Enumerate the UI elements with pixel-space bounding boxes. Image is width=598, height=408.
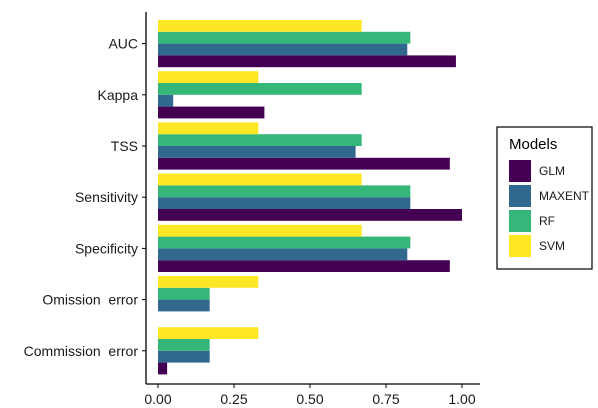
bar-rf-5 xyxy=(158,287,210,300)
bar-maxent-0 xyxy=(158,43,408,56)
legend-key-rf xyxy=(509,210,531,232)
bar-rf-1 xyxy=(158,83,362,95)
bar-svm-1 xyxy=(158,71,259,83)
bar-rf-0 xyxy=(158,31,411,44)
category-labels: AUC Kappa TSS Sensitivity Specificity Omissio… xyxy=(24,36,146,359)
bar-maxent-1 xyxy=(158,94,174,107)
bar-svm-0 xyxy=(158,20,362,32)
bar-maxent-2 xyxy=(158,146,356,158)
legend: Models GLM MAXENT RF SVM xyxy=(496,126,593,270)
x-tick-label: 0.50 xyxy=(296,391,323,407)
bar-maxent-4 xyxy=(158,248,408,261)
bar-svm-5 xyxy=(158,276,259,288)
bar-svm-4 xyxy=(158,224,362,237)
legend-label: MAXENT xyxy=(539,189,590,203)
category-label: AUC xyxy=(108,36,138,52)
legend-key-maxent xyxy=(509,185,531,207)
bar-glm-4 xyxy=(158,260,450,272)
legend-title: Models xyxy=(509,136,557,153)
x-axis-ticks: 0.00 0.25 0.50 0.75 1.00 xyxy=(144,384,476,407)
bar-rf-2 xyxy=(158,134,362,146)
category-label: Kappa xyxy=(98,87,139,103)
bar-glm-1 xyxy=(158,106,265,119)
legend-label: GLM xyxy=(539,164,565,178)
legend-key-glm xyxy=(509,160,531,182)
bar-rf-3 xyxy=(158,185,411,198)
legend-label: RF xyxy=(539,214,555,228)
x-tick-label: 0.25 xyxy=(220,391,247,407)
legend-key-svm xyxy=(509,235,531,257)
x-tick-label: 0.00 xyxy=(144,391,171,407)
bar-glm-6 xyxy=(158,362,168,375)
bar-glm-0 xyxy=(158,55,456,68)
x-tick-label: 0.75 xyxy=(372,391,399,407)
bars-group xyxy=(158,20,462,375)
legend-label: SVM xyxy=(539,239,565,253)
bar-svm-2 xyxy=(158,122,259,135)
bar-rf-4 xyxy=(158,236,411,249)
category-label: Specificity xyxy=(75,240,138,256)
category-label: TSS xyxy=(111,138,138,154)
bar-glm-3 xyxy=(158,209,462,221)
bar-maxent-5 xyxy=(158,299,210,312)
bar-maxent-3 xyxy=(158,197,411,209)
bar-svm-3 xyxy=(158,173,362,186)
bar-rf-6 xyxy=(158,339,210,351)
category-label: Sensitivity xyxy=(75,189,138,205)
x-tick-label: 1.00 xyxy=(448,391,475,407)
bar-svm-6 xyxy=(158,327,259,339)
bar-glm-2 xyxy=(158,157,450,170)
bar-maxent-6 xyxy=(158,350,210,363)
category-label: Commission error xyxy=(24,343,139,359)
category-label: Omission error xyxy=(42,292,138,308)
